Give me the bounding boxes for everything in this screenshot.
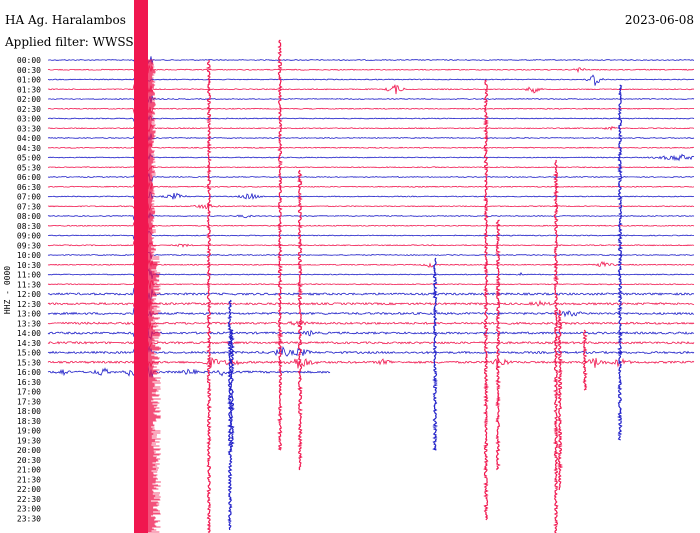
time-tick-label: 11:30: [17, 280, 41, 289]
trace-line: [47, 365, 331, 379]
time-tick-label: 09:00: [17, 232, 41, 241]
trace-line: [47, 345, 695, 359]
saturated-event-band: [134, 0, 148, 533]
trace-line: [47, 182, 695, 192]
time-tick-label: 09:30: [17, 241, 41, 250]
time-tick-label: 02:30: [17, 105, 41, 114]
event-spike: [616, 84, 624, 441]
time-tick-label: 13:30: [17, 319, 41, 328]
station-title: HA Ag. Haralambos: [5, 13, 126, 27]
time-tick-label: 15:30: [17, 358, 41, 367]
trace-line: [47, 249, 695, 260]
time-tick-label: 16:30: [17, 378, 41, 387]
time-tick-label: 10:30: [17, 261, 41, 270]
time-tick-label: 05:00: [17, 154, 41, 163]
event-spike: [556, 309, 564, 491]
channel-label: HHZ - 0000: [3, 266, 12, 314]
time-tick-label: 13:00: [17, 310, 41, 319]
time-tick-label: 02:00: [17, 95, 41, 104]
trace-line: [47, 335, 695, 349]
time-tick-label: 23:30: [17, 514, 41, 523]
time-tick-label: 04:30: [17, 144, 41, 153]
time-tick-label: 18:30: [17, 417, 41, 426]
trace-line: [48, 230, 695, 240]
time-tick-label: 12:00: [17, 290, 41, 299]
event-spike: [582, 329, 588, 391]
time-tick-label: 14:00: [17, 329, 41, 338]
time-tick-label: 22:30: [17, 495, 41, 504]
trace-line: [47, 84, 695, 95]
trace-line: [47, 287, 695, 301]
time-tick-label: 15:00: [17, 349, 41, 358]
trace-line: [47, 170, 695, 183]
trace-line: [47, 55, 695, 66]
trace-line: [47, 278, 695, 291]
time-tick-label: 23:00: [17, 505, 41, 514]
time-tick-label: 12:30: [17, 300, 41, 309]
traces-group: [47, 0, 695, 533]
filter-label: Applied filter: WWSSN-: [5, 35, 149, 49]
time-tick-label: 20:00: [17, 446, 41, 455]
time-tick-label: 19:30: [17, 436, 41, 445]
time-tick-label: 06:30: [17, 183, 41, 192]
time-tick-label: 00:00: [17, 56, 41, 65]
time-tick-label: 00:30: [17, 66, 41, 75]
time-tick-label: 08:00: [17, 212, 41, 221]
time-tick-label: 14:30: [17, 339, 41, 348]
time-tick-label: 20:30: [17, 456, 41, 465]
time-tick-label: 21:30: [17, 475, 41, 484]
trace-line: [48, 93, 695, 104]
trace-line: [47, 211, 695, 221]
time-tick-label: 07:00: [17, 193, 41, 202]
time-tick-label: 18:00: [17, 407, 41, 416]
event-spike: [552, 159, 560, 533]
trace-line: [47, 122, 695, 133]
time-tick-label: 03:00: [17, 115, 41, 124]
trace-line: [47, 152, 695, 162]
time-tick-label: 05:30: [17, 163, 41, 172]
time-tick-label: 11:00: [17, 271, 41, 280]
event-coda: [148, 59, 161, 533]
trace-line: [47, 201, 695, 212]
time-tick-label: 03:30: [17, 124, 41, 133]
trace-line: [47, 74, 695, 86]
trace-line: [47, 316, 695, 331]
trace-line: [47, 221, 695, 232]
time-tick-label: 06:00: [17, 173, 41, 182]
event-spike: [495, 219, 502, 471]
time-tick-label: 10:00: [17, 251, 41, 260]
event-spike: [205, 59, 213, 533]
event-spike: [276, 39, 284, 451]
trace-line: [47, 133, 695, 142]
time-tick-label: 19:00: [17, 427, 41, 436]
time-tick-label: 08:30: [17, 222, 41, 231]
trace-line: [47, 259, 694, 270]
time-tick-label: 01:00: [17, 76, 41, 85]
trace-line: [47, 191, 694, 202]
time-tick-label: 17:00: [17, 388, 41, 397]
trace-line: [47, 240, 695, 250]
time-tick-label: 17:30: [17, 397, 41, 406]
event-spike: [482, 79, 490, 521]
time-tick-label: 04:00: [17, 134, 41, 143]
time-tick-label: 22:00: [17, 485, 41, 494]
trace-line: [48, 142, 695, 153]
date-label: 2023-06-08: [624, 13, 694, 27]
trace-line: [47, 162, 695, 172]
trace-line: [47, 64, 695, 76]
event-spike: [296, 169, 304, 471]
time-tick-label: 07:30: [17, 202, 41, 211]
time-tick-label: 16:00: [17, 368, 41, 377]
time-tick-label: 01:30: [17, 85, 41, 94]
time-tick-label: 21:00: [17, 466, 41, 475]
event-spike: [432, 257, 439, 451]
event-spike: [229, 329, 235, 451]
time-ticks-group: 00:0000:3001:0001:3002:0002:3003:0003:30…: [17, 56, 41, 523]
